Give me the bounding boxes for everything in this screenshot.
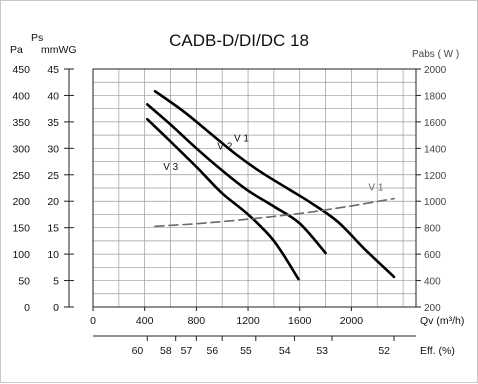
y-right-pabs-tick-label: 1000 <box>424 197 447 208</box>
efficiency-axis-label: 52 <box>378 345 390 357</box>
y-right-pabs-tick-label: 2000 <box>424 65 447 76</box>
y-right-pabs-unit: Pabs ( W ) <box>412 49 459 60</box>
y-left-pa-tick-label: 350 <box>12 117 30 129</box>
y-right-pabs-tick-label: 1800 <box>424 91 447 102</box>
y-right-pabs-tick-label: 1400 <box>424 144 447 155</box>
series-line-pressure-v1 <box>153 89 396 279</box>
axes <box>64 68 421 341</box>
efficiency-axis-label: 55 <box>240 345 252 357</box>
y-left-mmwg-tick-label: 25 <box>47 170 59 182</box>
efficiency-axis-label: 54 <box>279 345 291 357</box>
y-left-mmwg-tick-label: 30 <box>47 143 59 155</box>
x-axis-tick-label: 0 <box>90 315 96 327</box>
series-label: V 1 <box>234 133 249 144</box>
labels: CADB-D/DI/DC 18 Ps Pa mmWG Pabs ( W ) Qv… <box>10 31 464 357</box>
y-left-pa-tick-label: 250 <box>12 170 30 182</box>
y-left-mmwg-tick-label: 0 <box>53 302 59 314</box>
grid <box>93 69 416 307</box>
y-left-mmwg-tick-label: 10 <box>47 249 59 261</box>
y-left-mmwg-tick-label: 15 <box>47 223 59 235</box>
efficiency-axis-label: 57 <box>181 345 193 357</box>
y-right-pabs-tick-label: 600 <box>424 250 441 261</box>
x-axis-tick-label: 1600 <box>288 315 312 327</box>
series-label: V 2 <box>217 141 232 152</box>
y-left-top-label: Ps <box>31 32 43 44</box>
y-left-pa-tick-label: 400 <box>12 90 30 102</box>
y-left-mmwg-tick-label: 45 <box>47 64 59 76</box>
series-line-pressure-v2 <box>146 103 327 255</box>
y-left-mmwg-tick-label: 5 <box>53 276 59 288</box>
x-axis-tick-label: 1200 <box>236 315 260 327</box>
y-left-mmwg-tick-label: 35 <box>47 117 59 129</box>
y-right-pabs-tick-label: 400 <box>424 277 441 288</box>
efficiency-axis-label: 58 <box>160 345 172 357</box>
y-left-mmwg-tick-label: 20 <box>47 196 59 208</box>
series-line-pressure-v3 <box>146 117 300 281</box>
plot-border <box>92 68 417 308</box>
x-axis-tick-label: 800 <box>188 315 206 327</box>
y-left-mmwg-tick-label: 40 <box>47 90 59 102</box>
y-left-pa-tick-label: 100 <box>12 249 30 261</box>
chart-title: CADB-D/DI/DC 18 <box>169 31 309 50</box>
series-label: V 3 <box>163 162 178 173</box>
curves <box>146 89 396 281</box>
y-left-pa-tick-label: 450 <box>12 64 30 76</box>
y-left-pa-tick-label: 200 <box>12 196 30 208</box>
y-left-pa-tick-label: 150 <box>12 223 30 235</box>
y-left-pa-tick-label: 300 <box>12 143 30 155</box>
series-label: V 1 <box>368 183 383 194</box>
x-axis-tick-label: 400 <box>136 315 154 327</box>
y-right-pabs-tick-label: 800 <box>424 224 441 235</box>
x-axis-tick-label: 2000 <box>340 315 364 327</box>
y-left-pa-tick-label: 0 <box>24 302 30 314</box>
efficiency-axis-label: 53 <box>316 345 328 357</box>
series-line-power-v1 <box>154 197 395 228</box>
y-left-pa-unit: Pa <box>10 44 23 56</box>
y-right-pabs-tick-label: 1200 <box>424 171 447 182</box>
y-right-pabs-tick-label: 1600 <box>424 118 447 129</box>
efficiency-axis-unit: Eff. (%) <box>420 345 455 357</box>
efficiency-axis-label: 60 <box>132 345 144 357</box>
x-axis-unit: Qv (m³/h) <box>420 315 464 327</box>
y-left-mmwg-unit: mmWG <box>41 44 77 56</box>
efficiency-axis-label: 56 <box>207 345 219 357</box>
y-right-pabs-tick-label: 200 <box>424 303 441 314</box>
y-left-pa-tick-label: 50 <box>18 276 30 288</box>
